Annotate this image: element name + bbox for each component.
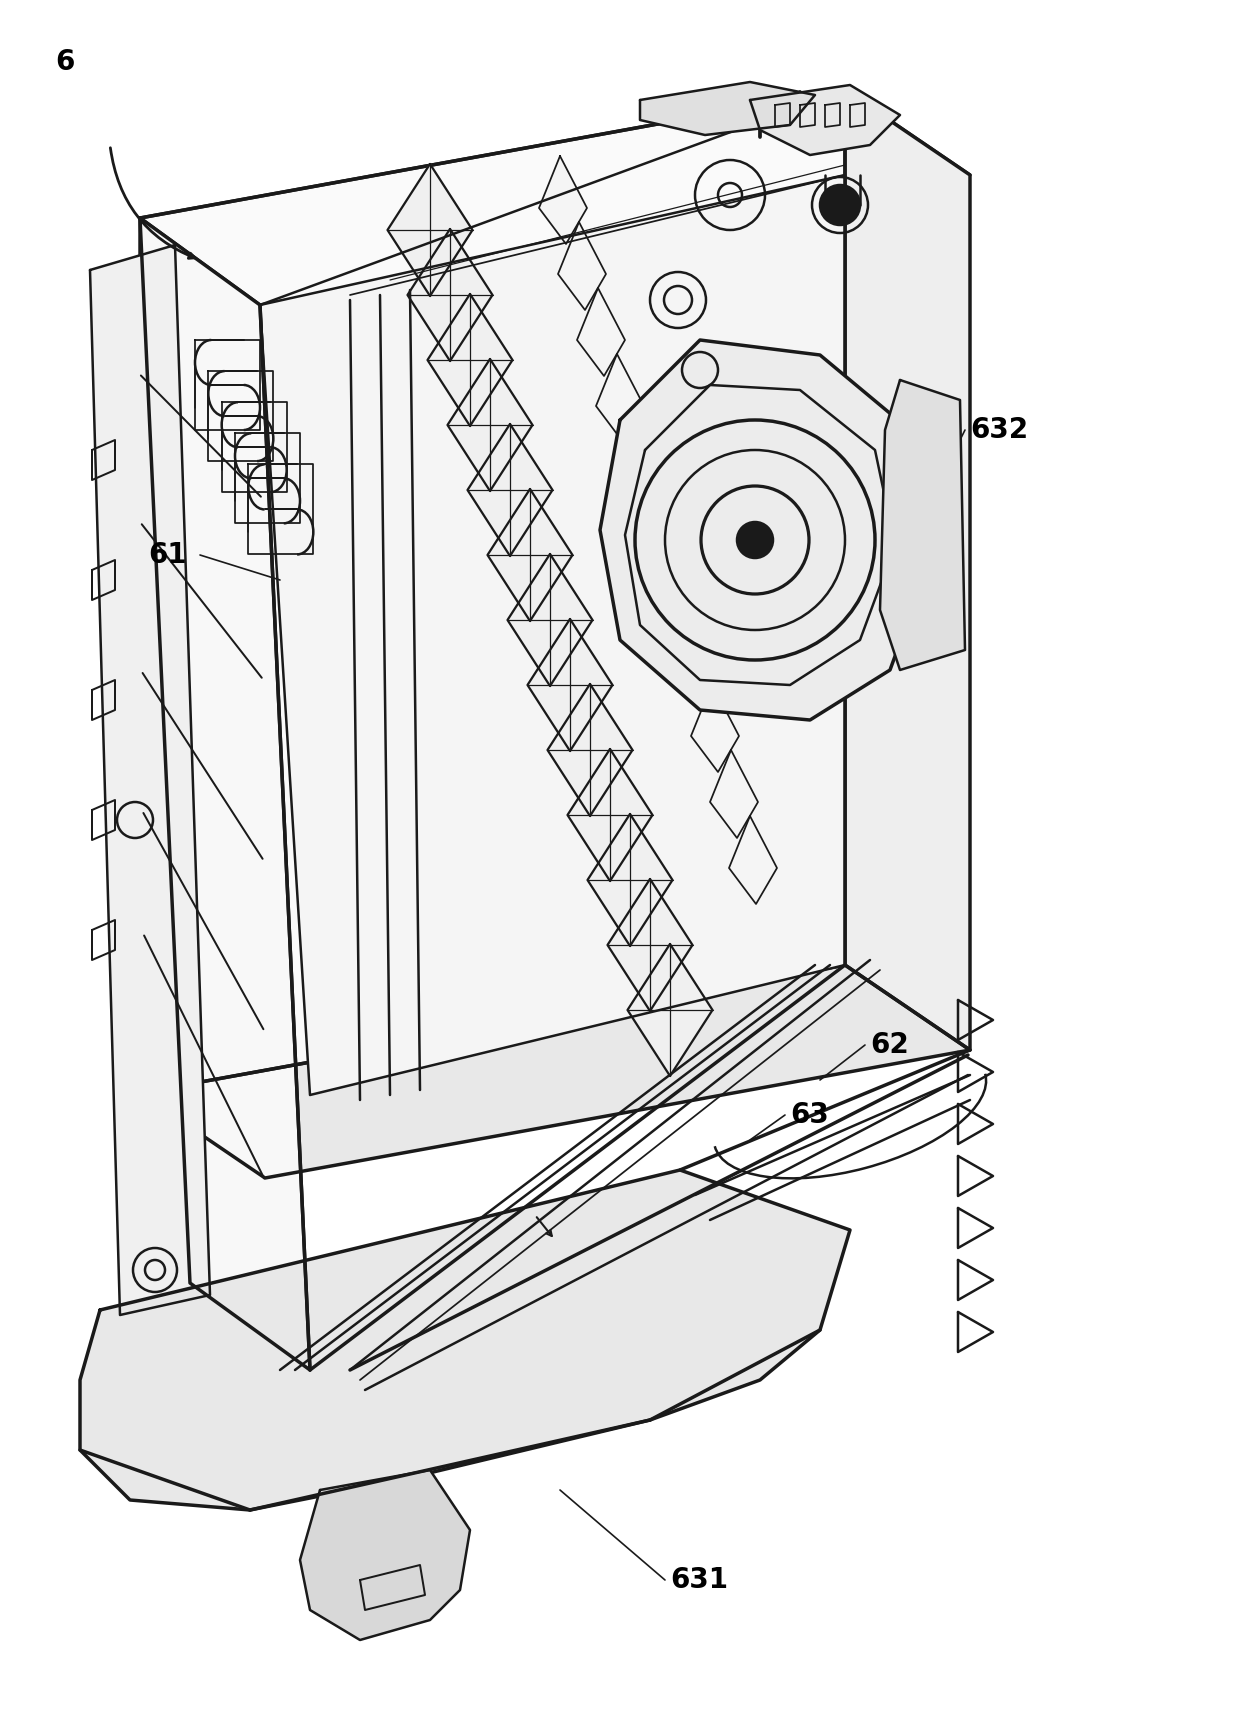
Polygon shape <box>691 683 739 773</box>
Polygon shape <box>608 879 692 1011</box>
Circle shape <box>820 185 861 224</box>
Text: 61: 61 <box>148 541 187 569</box>
Polygon shape <box>640 82 815 135</box>
Text: 632: 632 <box>970 416 1028 444</box>
Text: 631: 631 <box>670 1566 728 1595</box>
Polygon shape <box>588 814 672 946</box>
Polygon shape <box>672 618 720 706</box>
Polygon shape <box>729 815 777 904</box>
Polygon shape <box>596 355 644 442</box>
Polygon shape <box>711 750 758 838</box>
Polygon shape <box>487 488 573 622</box>
Polygon shape <box>81 1170 849 1509</box>
Polygon shape <box>140 91 844 1093</box>
Polygon shape <box>260 175 844 1095</box>
Polygon shape <box>627 944 713 1076</box>
Polygon shape <box>387 164 472 296</box>
Polygon shape <box>548 683 632 815</box>
Polygon shape <box>140 91 970 305</box>
Polygon shape <box>527 618 613 750</box>
Polygon shape <box>408 230 492 361</box>
Polygon shape <box>634 486 682 574</box>
Text: 63: 63 <box>790 1101 828 1129</box>
Polygon shape <box>615 420 663 509</box>
Circle shape <box>737 522 773 558</box>
Polygon shape <box>558 223 606 310</box>
Polygon shape <box>568 749 652 880</box>
Text: 62: 62 <box>870 1031 909 1059</box>
Polygon shape <box>600 339 930 719</box>
Polygon shape <box>577 288 625 375</box>
Polygon shape <box>880 380 965 670</box>
Polygon shape <box>844 91 970 1050</box>
Polygon shape <box>428 295 512 427</box>
Polygon shape <box>507 553 593 685</box>
Text: 6: 6 <box>55 48 74 75</box>
Polygon shape <box>750 86 900 154</box>
Polygon shape <box>140 964 970 1179</box>
Polygon shape <box>539 156 587 243</box>
Polygon shape <box>653 552 701 641</box>
Polygon shape <box>467 425 553 557</box>
Polygon shape <box>448 360 532 492</box>
Polygon shape <box>140 218 310 1370</box>
Polygon shape <box>300 1470 470 1639</box>
Polygon shape <box>91 245 210 1316</box>
